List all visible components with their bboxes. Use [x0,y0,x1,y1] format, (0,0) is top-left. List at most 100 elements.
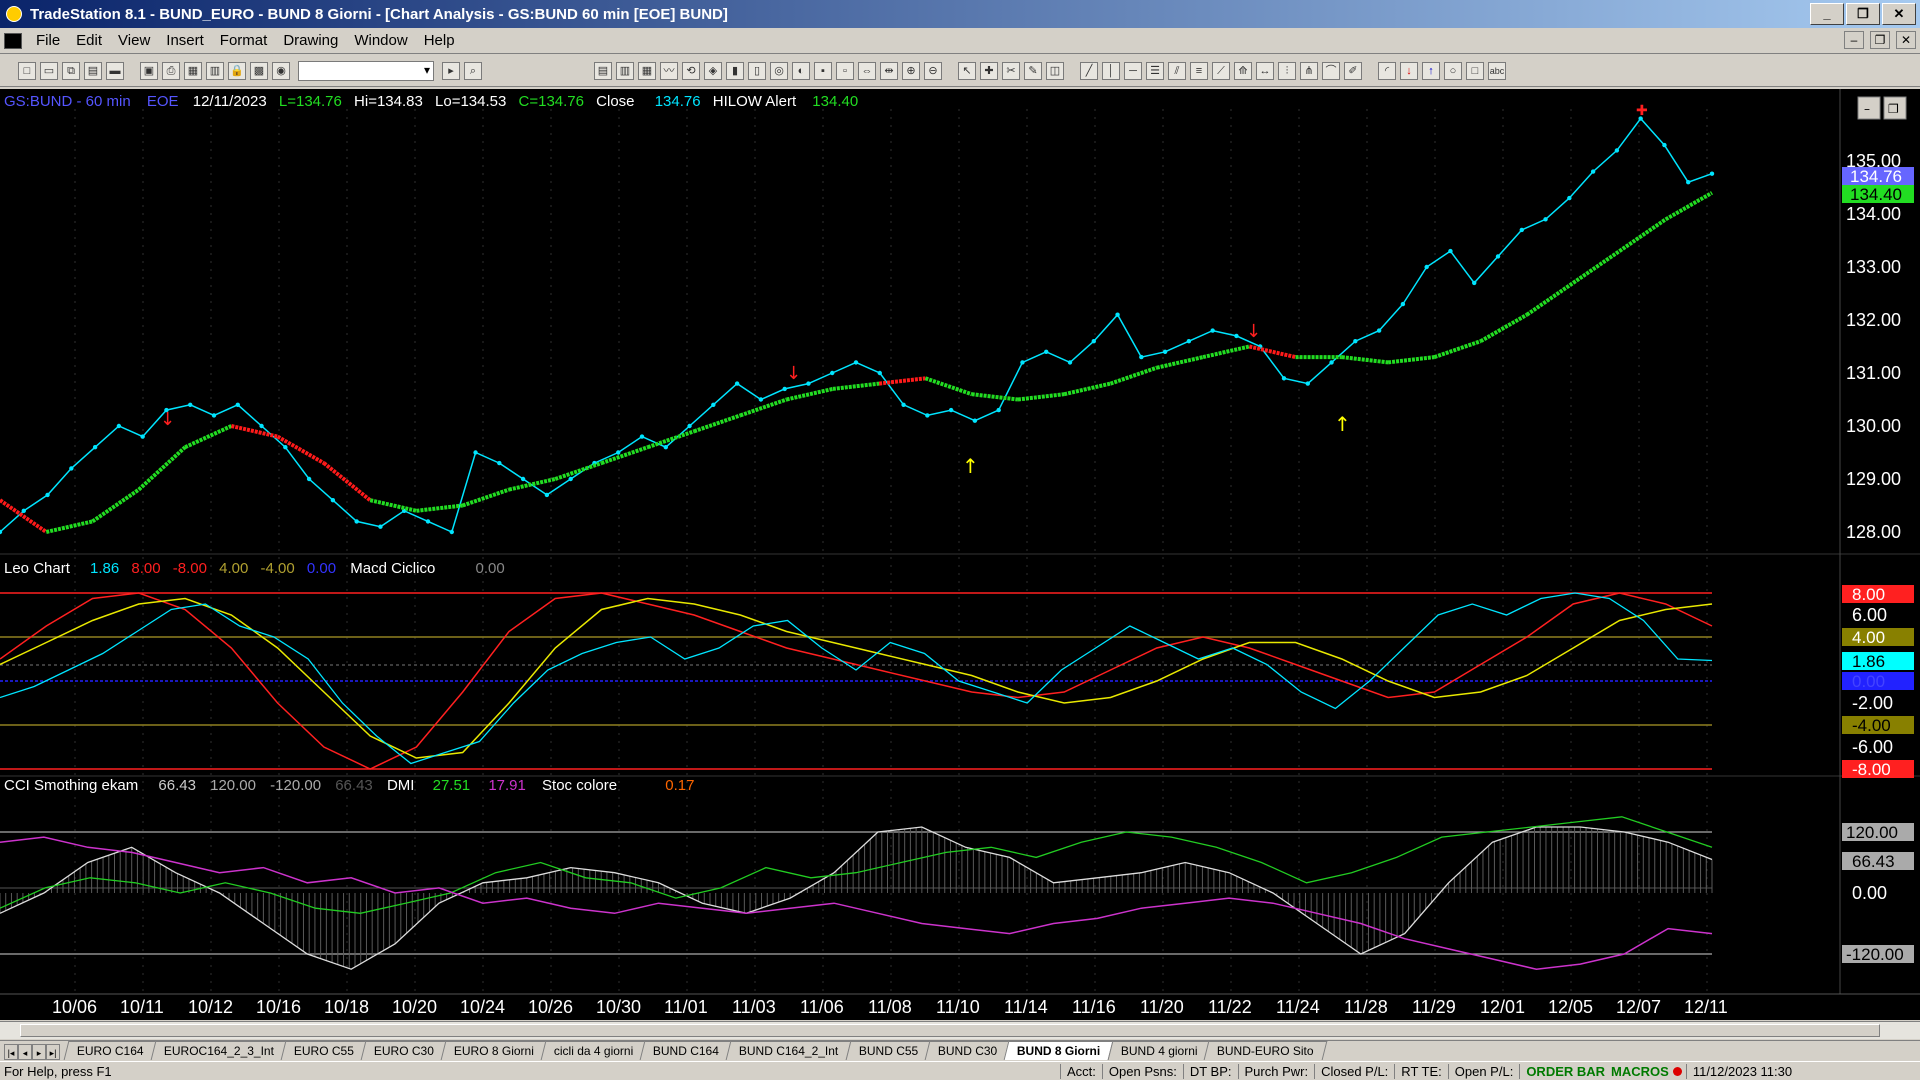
hilow-segment [647,429,695,450]
arc-icon[interactable]: ⌒ [1322,61,1340,80]
copy-icon[interactable]: ⧉ [62,61,80,80]
paste-icon[interactable]: ▤ [84,61,102,80]
tab-next-button[interactable]: ▸ [32,1044,46,1060]
bars-icon[interactable]: ▥ [616,61,634,80]
menu-drawing[interactable]: Drawing [283,32,339,49]
fib-icon[interactable]: ≡ [1190,61,1208,80]
tools-icon[interactable]: ✂ [1002,61,1020,80]
data-icon[interactable]: ▫ [836,61,854,80]
bar-chart-icon[interactable]: ▮ [726,61,744,80]
pen-icon[interactable]: ✐ [1344,61,1362,80]
horizontal-line-icon[interactable]: ─ [1124,61,1142,80]
eraser-icon[interactable]: ◫ [1046,61,1064,80]
tab-euro-c164[interactable]: EURO C164 [63,1041,158,1060]
globe-icon[interactable]: ◉ [272,61,290,80]
sell-arrow-icon: ↓ [160,409,175,430]
price-point [1519,227,1524,233]
tab-bund-c164-2-int[interactable]: BUND C164_2_Int [725,1041,853,1060]
tab-last-button[interactable]: ▸| [46,1044,60,1060]
date-axis-label: 10/11 [120,997,164,1017]
pane-minimize-button[interactable] [1857,96,1881,120]
print-icon[interactable]: ⎙ [162,61,180,80]
ellipse-icon[interactable]: ○ [1444,61,1462,80]
tab-prev-button[interactable]: ◂ [18,1044,32,1060]
mdi-minimize-button[interactable]: – [1844,31,1864,49]
ruler-icon[interactable]: ↔ [1256,61,1274,80]
tab-euro-8-giorni[interactable]: EURO 8 Giorni [440,1041,548,1060]
menu-insert[interactable]: Insert [166,32,204,49]
chart-window-icon[interactable] [4,32,22,49]
chart-canvas[interactable]: GS:BUND - 60 min EOE 12/11/2023 L=134.76… [0,89,1920,1020]
grid-icon[interactable]: ▩ [250,61,268,80]
quote-icon[interactable]: ◐ [792,61,810,80]
trendline-icon[interactable]: ╱ [1080,61,1098,80]
open-icon[interactable]: ▭ [40,61,58,80]
menu-file[interactable]: File [36,32,61,49]
tab-bund-c164[interactable]: BUND C164 [639,1041,733,1060]
zoom-in-icon[interactable]: ⊕ [902,61,920,80]
macros-button[interactable]: MACROS [1611,1063,1669,1079]
up-arrow-icon[interactable]: ↑ [1422,61,1440,80]
drawing-icon[interactable]: ✎ [1024,61,1042,80]
gann-icon[interactable]: ⟰ [1234,61,1252,80]
mdi-close-button[interactable]: ✕ [1896,31,1916,49]
tab-bund-c30[interactable]: BUND C30 [924,1041,1011,1060]
window-icon[interactable]: ▦ [184,61,202,80]
tab-bund-8-giorni[interactable]: BUND 8 Giorni [1004,1041,1115,1060]
order-bar-button[interactable]: ORDER BAR [1519,1063,1611,1079]
chart-style-icon[interactable]: ◈ [704,61,722,80]
vertical-line-icon[interactable]: │ [1102,61,1120,80]
menu-view[interactable]: View [118,32,151,49]
horizontal-scrollbar[interactable] [0,1021,1920,1039]
tab-euro-c30[interactable]: EURO C30 [360,1041,448,1060]
bar-spacing-icon[interactable]: ⇔ [858,61,876,80]
candlestick-icon[interactable]: ▯ [748,61,766,80]
speed-line-icon[interactable]: ⟋ [1212,61,1230,80]
tab-bund-4-giorni[interactable]: BUND 4 giorni [1107,1041,1211,1060]
tab-bund-euro-sito[interactable]: BUND-EURO Sito [1204,1041,1328,1060]
folder-icon[interactable]: ▬ [106,61,124,80]
leo-axis-label: -2.00 [1852,693,1893,713]
tab-first-button[interactable]: |◂ [4,1044,18,1060]
zoom-out-icon[interactable]: ⊖ [924,61,942,80]
rectangle-icon[interactable]: □ [1466,61,1484,80]
down-arrow-icon[interactable]: ↓ [1400,61,1418,80]
compress-icon[interactable]: ⇹ [880,61,898,80]
layout-icon[interactable]: ▥ [206,61,224,80]
menu-help[interactable]: Help [423,32,455,49]
lock-icon[interactable]: 🔒 [228,61,246,80]
symbol-combo[interactable] [298,60,434,81]
insert-icon[interactable]: ▪ [814,61,832,80]
strategy-icon[interactable]: ⟲ [682,61,700,80]
print-preview-icon[interactable]: ▣ [140,61,158,80]
pointer-icon[interactable]: ↖ [958,61,976,80]
minimize-button[interactable]: _ [1810,3,1844,25]
pane-restore-button[interactable] [1883,96,1907,120]
play-icon[interactable]: ▸ [442,61,460,80]
close-button[interactable]: ✕ [1882,3,1916,25]
text-box-icon[interactable]: ☰ [1146,61,1164,80]
format-icon[interactable]: ▤ [594,61,612,80]
tab-bund-c55[interactable]: BUND C55 [845,1041,932,1060]
menu-window[interactable]: Window [354,32,408,49]
fib-fan-icon[interactable]: ⫶ [1278,61,1296,80]
text-icon[interactable]: abc [1488,61,1506,80]
restore-button[interactable]: ❐ [1846,3,1880,25]
crosshair-icon[interactable]: ✚ [980,61,998,80]
menu-format[interactable]: Format [219,32,268,49]
tab-cicli-da-4-giorni[interactable]: cicli da 4 giorni [540,1041,647,1060]
mdi-restore-button[interactable]: ❐ [1870,31,1890,49]
find-icon[interactable]: ⌕ [464,61,482,80]
arc-tool-icon[interactable]: ◜ [1378,61,1396,80]
scrollbar-thumb[interactable] [20,1024,1880,1037]
indicator-icon[interactable]: 〰 [660,61,678,80]
channel-icon[interactable]: ⫽ [1168,61,1186,80]
menu-edit[interactable]: Edit [76,32,103,49]
chart-analysis-window[interactable]: GS:BUND - 60 min EOE 12/11/2023 L=134.76… [0,89,1920,1020]
pnf-icon[interactable]: ◎ [770,61,788,80]
table-icon[interactable]: ▦ [638,61,656,80]
tab-euroc164-2-3-int[interactable]: EUROC164_2_3_Int [150,1041,288,1060]
new-icon[interactable]: □ [18,61,36,80]
andrews-icon[interactable]: ⋔ [1300,61,1318,80]
tab-euro-c55[interactable]: EURO C55 [280,1041,368,1060]
